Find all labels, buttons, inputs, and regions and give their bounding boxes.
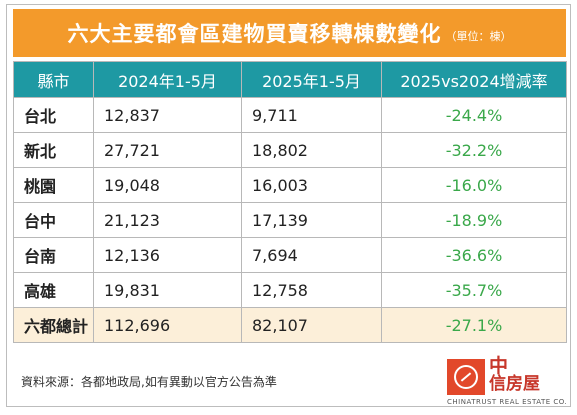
value-2025-cell: 16,003 bbox=[241, 167, 382, 203]
value-2024-cell: 19,048 bbox=[93, 167, 242, 203]
table-row: 桃園 19,048 16,003 -16.0% bbox=[13, 167, 567, 203]
document-frame: 六大主要都會區建物買賣移轉棟數變化 （單位：棟） 縣市 2024年1-5月 20… bbox=[6, 4, 571, 407]
change-cell: -35.7% bbox=[381, 272, 567, 308]
table-row: 高雄 19,831 12,758 -35.7% bbox=[13, 272, 567, 308]
value-2025-cell: 12,758 bbox=[241, 272, 382, 308]
change-cell: -32.2% bbox=[381, 132, 567, 168]
logo-mark-icon bbox=[447, 359, 485, 395]
table-row: 台中 21,123 17,139 -18.9% bbox=[13, 202, 567, 238]
logo-name-top: 中 bbox=[489, 355, 509, 377]
page-title: 六大主要都會區建物買賣移轉棟數變化 bbox=[67, 22, 442, 46]
logo-name: 中 信房屋 bbox=[489, 355, 540, 394]
change-cell: -36.6% bbox=[381, 237, 567, 273]
header-row: 縣市 2024年1-5月 2025年1-5月 2025vs2024增減率 bbox=[13, 61, 567, 98]
change-cell: -18.9% bbox=[381, 202, 567, 238]
header-change: 2025vs2024增減率 bbox=[381, 61, 567, 98]
city-cell: 台北 bbox=[13, 97, 94, 133]
total-city-cell: 六都總計 bbox=[13, 307, 94, 343]
header-city: 縣市 bbox=[13, 61, 94, 98]
city-cell: 高雄 bbox=[13, 272, 94, 308]
value-2024-cell: 27,721 bbox=[93, 132, 242, 168]
unit-label: （單位：棟） bbox=[445, 30, 512, 43]
header-2024: 2024年1-5月 bbox=[93, 61, 242, 98]
city-cell: 新北 bbox=[13, 132, 94, 168]
value-2024-cell: 12,136 bbox=[93, 237, 242, 273]
table-row: 新北 27,721 18,802 -32.2% bbox=[13, 132, 567, 168]
city-cell: 台南 bbox=[13, 237, 94, 273]
value-2024-cell: 19,831 bbox=[93, 272, 242, 308]
logo-name-bottom: 信房屋 bbox=[489, 374, 540, 394]
value-2025-cell: 9,711 bbox=[241, 97, 382, 133]
logo-subtitle: CHINATRUST REAL ESTATE CO. bbox=[447, 398, 568, 406]
change-cell: -24.4% bbox=[381, 97, 567, 133]
source-note: 資料來源：各都地政局,如有異動以官方公告為準 bbox=[21, 375, 277, 389]
total-2024-cell: 112,696 bbox=[93, 307, 242, 343]
total-row: 六都總計 112,696 82,107 -27.1% bbox=[13, 307, 567, 343]
total-change-cell: -27.1% bbox=[381, 307, 567, 343]
header-2025: 2025年1-5月 bbox=[241, 61, 382, 98]
company-logo: 中 信房屋 CHINATRUST REAL ESTATE CO. bbox=[447, 357, 577, 407]
value-2025-cell: 17,139 bbox=[241, 202, 382, 238]
title-bar: 六大主要都會區建物買賣移轉棟數變化 （單位：棟） bbox=[13, 9, 566, 57]
city-cell: 桃園 bbox=[13, 167, 94, 203]
value-2025-cell: 7,694 bbox=[241, 237, 382, 273]
table-row: 台北 12,837 9,711 -24.4% bbox=[13, 97, 567, 133]
change-cell: -16.0% bbox=[381, 167, 567, 203]
city-cell: 台中 bbox=[13, 202, 94, 238]
total-2025-cell: 82,107 bbox=[241, 307, 382, 343]
value-2024-cell: 21,123 bbox=[93, 202, 242, 238]
value-2025-cell: 18,802 bbox=[241, 132, 382, 168]
value-2024-cell: 12,837 bbox=[93, 97, 242, 133]
table-row: 台南 12,136 7,694 -36.6% bbox=[13, 237, 567, 273]
data-table: 縣市 2024年1-5月 2025年1-5月 2025vs2024增減率 台北 … bbox=[13, 61, 567, 343]
